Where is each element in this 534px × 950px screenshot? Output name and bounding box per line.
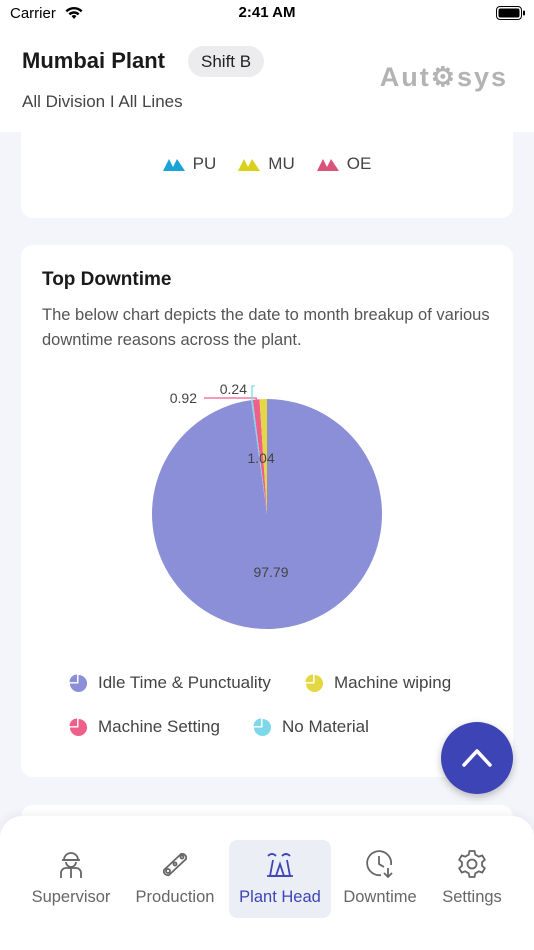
pie-chart-icon [69,673,88,692]
bottom-tab-bar: Supervisor Production Plant Head Downtim… [0,816,534,950]
pie-slice[interactable] [252,399,267,514]
pie-chart-icon [253,717,272,736]
data-label: 1.04 [247,450,274,466]
status-bar: Carrier 2:41 AM [0,0,534,26]
top-downtime-card: Top Downtime The below chart depicts the… [21,245,513,777]
pie-slice[interactable] [251,399,267,514]
tab-label: Downtime [343,888,417,906]
tab-settings[interactable]: Settings [432,840,512,918]
shift-badge[interactable]: Shift B [188,46,265,77]
mountain-icon [162,159,185,171]
tab-label: Production [135,888,215,906]
autosys-logo: Aut⚙sys [379,62,508,92]
division-filter[interactable]: All Division I All Lines [22,92,183,111]
legend-label: Machine Setting [98,717,220,736]
card-title: Top Downtime [42,269,172,290]
legend-item-mu[interactable]: MU [238,154,295,174]
battery-icon [496,6,525,20]
legend-label: MU [268,154,295,173]
clock-down-icon [366,850,393,879]
mountain-icon [316,159,339,171]
tab-downtime[interactable]: Downtime [336,840,424,918]
kpi-card: PU MU OE [21,110,513,218]
card-description: The below chart depicts the date to mont… [42,306,490,349]
data-label: 0.92 [170,390,197,406]
kpi-legend: PU MU OE [21,154,513,174]
pie-slice[interactable] [259,399,267,514]
data-label: 0.24 [220,381,247,397]
pie-slice[interactable] [151,399,382,629]
legend-item-oe[interactable]: OE [316,154,372,174]
carrier-label: Carrier [10,5,56,22]
tab-plant-head[interactable]: Plant Head [229,840,331,918]
legend-label: OE [346,154,372,173]
legend-item-machine-setting[interactable]: Machine Setting [69,717,220,737]
pie-chart-icon [305,673,324,692]
tab-label: Supervisor [31,888,111,906]
gear-icon [458,850,486,878]
clock-time: 2:41 AM [238,4,296,21]
wifi-icon [65,6,83,19]
tab-label: Settings [442,888,502,906]
tab-production[interactable]: Production [126,840,224,918]
legend-item-idle-time[interactable]: Idle Time & Punctuality [69,673,271,693]
mountain-icon [238,159,261,171]
pie-chart-icon [69,717,88,736]
legend-label: PU [192,154,217,173]
leader-line [204,397,257,400]
plant-head-icon [267,853,293,877]
production-icon [162,852,188,877]
legend-label: Idle Time & Punctuality [98,673,271,692]
legend-label: Machine wiping [334,673,452,692]
scroll-to-top-button[interactable] [441,722,513,794]
tab-label: Plant Head [239,888,321,906]
legend-item-pu[interactable]: PU [162,154,217,174]
leader-line [251,385,255,400]
legend-label: No Material [282,717,369,736]
downtime-pie-chart[interactable]: 97.79 1.04 0.92 0.24 [21,245,513,665]
legend-item-machine-wiping[interactable]: Machine wiping [305,673,451,693]
chevron-up-icon [462,749,492,767]
data-label: 97.79 [253,564,288,580]
legend-item-no-material[interactable]: No Material [253,717,369,737]
tab-supervisor[interactable]: Supervisor [22,840,120,918]
plant-name[interactable]: Mumbai Plant [22,48,166,73]
worker-icon [60,852,82,878]
